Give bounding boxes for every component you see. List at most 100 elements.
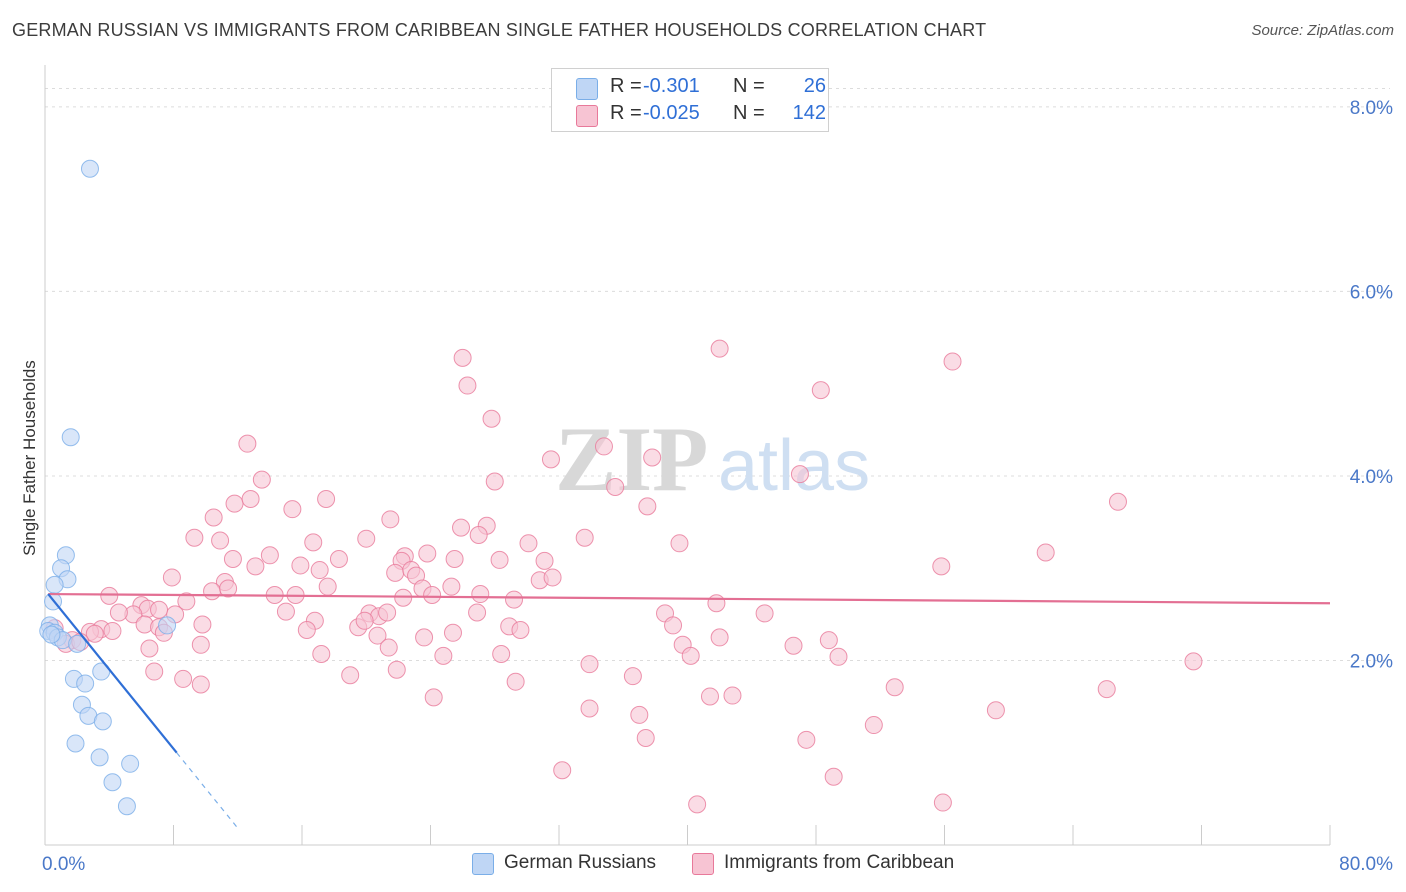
point-caribbean: [790, 465, 809, 484]
point-caribbean: [630, 705, 649, 724]
point-caribbean: [387, 660, 406, 679]
point-caribbean: [246, 557, 265, 576]
point-caribbean: [458, 376, 477, 395]
trend-line-german-russians: [47, 593, 178, 754]
point-caribbean: [368, 626, 387, 645]
trend-line-german-russians-extension: [176, 752, 239, 829]
point-caribbean: [329, 549, 348, 568]
point-caribbean: [755, 604, 774, 623]
legend-n-label: N =: [733, 102, 765, 124]
point-caribbean: [415, 628, 434, 647]
gridlines: [45, 87, 1390, 661]
point-caribbean: [829, 647, 848, 666]
y-tick-label: 8.0%: [1350, 98, 1393, 119]
point-caribbean: [381, 510, 400, 529]
legend-r-label: R =: [610, 75, 642, 97]
point-caribbean: [418, 544, 437, 563]
point-german-russians: [42, 625, 61, 644]
point-caribbean: [223, 549, 242, 568]
point-german-russians: [90, 748, 109, 767]
point-caribbean: [688, 795, 707, 814]
tick-labels: 2.0% 4.0% 6.0% 8.0% 0.0% 80.0%: [42, 98, 1393, 875]
point-german-russians: [158, 616, 177, 635]
point-caribbean: [511, 621, 530, 640]
legend-n-value: 142: [792, 102, 826, 124]
watermark: ZIP atlas: [555, 408, 870, 510]
point-caribbean: [710, 628, 729, 647]
point-caribbean: [943, 352, 962, 371]
point-caribbean: [885, 678, 904, 697]
point-german-russians: [61, 428, 80, 447]
point-caribbean: [490, 550, 509, 569]
point-german-russians: [117, 797, 136, 816]
legend-r-value: -0.301: [643, 75, 700, 97]
point-caribbean: [506, 672, 525, 691]
point-caribbean: [177, 592, 196, 611]
y-tick-label: 2.0%: [1350, 651, 1393, 672]
legend-r-label: R =: [610, 102, 642, 124]
point-caribbean: [357, 529, 376, 548]
point-caribbean: [580, 655, 599, 674]
legend-swatch-pink: [576, 105, 598, 127]
point-caribbean: [482, 409, 501, 428]
point-caribbean: [379, 638, 398, 657]
y-axis-label: Single Father Households: [20, 360, 39, 556]
watermark-atlas: atlas: [718, 426, 870, 506]
scatter-points: [39, 159, 1203, 816]
point-caribbean: [864, 716, 883, 735]
point-caribbean: [986, 701, 1005, 720]
point-german-russians: [93, 712, 112, 731]
point-caribbean: [710, 339, 729, 358]
point-caribbean: [203, 582, 222, 601]
point-caribbean: [606, 478, 625, 497]
watermark-zip: ZIP: [555, 408, 708, 510]
point-caribbean: [103, 621, 122, 640]
point-german-russians: [68, 634, 87, 653]
chart-title: GERMAN RUSSIAN VS IMMIGRANTS FROM CARIBB…: [12, 20, 987, 40]
point-caribbean: [664, 616, 683, 635]
point-caribbean: [707, 594, 726, 613]
point-caribbean: [723, 686, 742, 705]
point-caribbean: [700, 687, 719, 706]
axes: [44, 65, 1331, 846]
point-german-russians: [103, 773, 122, 792]
point-caribbean: [150, 600, 169, 619]
point-caribbean: [191, 635, 210, 654]
point-caribbean: [443, 623, 462, 642]
point-caribbean: [811, 381, 830, 400]
point-german-russians: [121, 754, 140, 773]
point-caribbean: [386, 563, 405, 582]
point-caribbean: [317, 490, 336, 509]
point-caribbean: [452, 518, 471, 537]
point-caribbean: [485, 472, 504, 491]
point-caribbean: [238, 434, 257, 453]
point-caribbean: [355, 611, 374, 630]
point-caribbean: [636, 728, 655, 747]
point-caribbean: [434, 646, 453, 665]
bottom-legend-swatch-blue: [472, 853, 494, 875]
point-german-russians: [45, 575, 64, 594]
point-caribbean: [819, 631, 838, 650]
bottom-legend-swatch-pink: [692, 853, 714, 875]
trend-line-caribbean: [48, 592, 1331, 605]
point-caribbean: [623, 667, 642, 686]
point-caribbean: [341, 666, 360, 685]
point-caribbean: [471, 585, 490, 604]
point-caribbean: [191, 675, 210, 694]
point-caribbean: [304, 533, 323, 552]
legend-r-value: -0.025: [643, 102, 700, 124]
point-caribbean: [541, 450, 560, 469]
point-caribbean: [297, 621, 316, 640]
point-caribbean: [291, 556, 310, 575]
point-caribbean: [543, 568, 562, 587]
legend: R = -0.301 N = 26 R = -0.025 N = 142: [551, 68, 829, 132]
point-caribbean: [445, 549, 464, 568]
point-caribbean: [252, 470, 271, 489]
point-caribbean: [580, 699, 599, 718]
point-caribbean: [1184, 652, 1203, 671]
point-caribbean: [553, 761, 572, 780]
bottom-legend-label: German Russians: [504, 852, 657, 873]
point-caribbean: [219, 579, 238, 598]
point-caribbean: [638, 497, 657, 516]
